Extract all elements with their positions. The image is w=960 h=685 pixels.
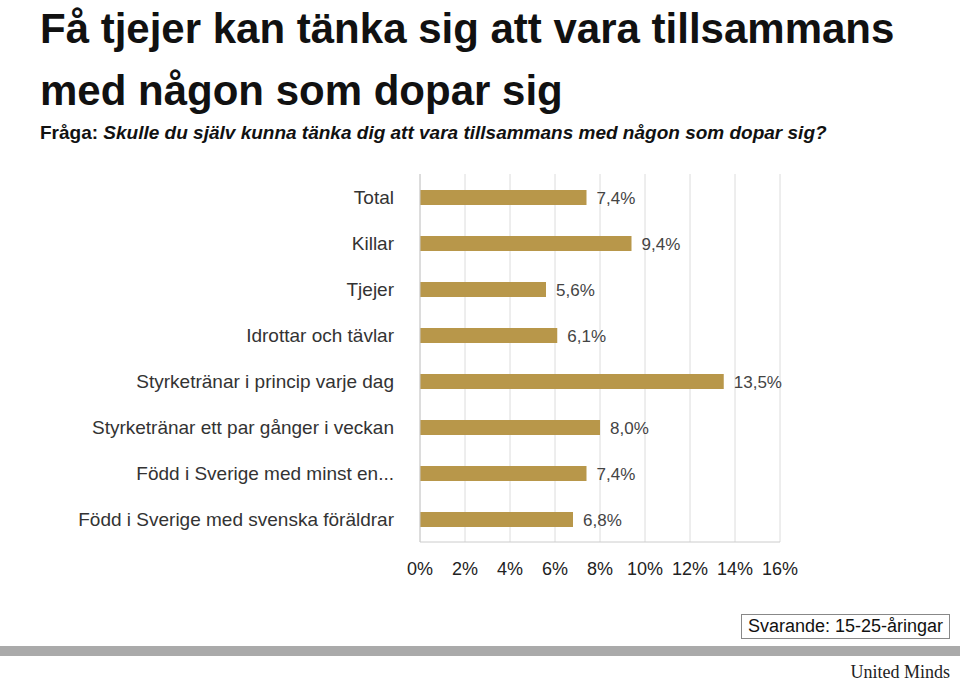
svg-text:10%: 10% [627, 559, 663, 579]
svg-text:Total: Total [354, 187, 394, 208]
svg-text:6,8%: 6,8% [583, 511, 622, 530]
svg-text:8,0%: 8,0% [610, 419, 649, 438]
svg-text:6%: 6% [542, 559, 568, 579]
svg-text:0%: 0% [407, 559, 433, 579]
svg-text:5,6%: 5,6% [556, 281, 595, 300]
svg-text:13,5%: 13,5% [734, 373, 782, 392]
svg-text:Styrketränar i princip varje d: Styrketränar i princip varje dag [136, 371, 394, 392]
svg-text:Killar: Killar [352, 233, 395, 254]
svg-text:Tjejer: Tjejer [346, 279, 394, 300]
svg-text:Idrottar och tävlar: Idrottar och tävlar [246, 325, 395, 346]
svg-text:Styrketränar ett par gånger i: Styrketränar ett par gånger i veckan [92, 417, 394, 438]
html-text:Få tjejer kan tänka sig att va: Få tjejer kan tänka sig att vara tillsam… [40, 5, 895, 114]
html-text:Svarande: 15-25-åringar: Svarande: 15-25-åringar [747, 616, 943, 636]
html-text:Fråga: Skulle du själv kunna t: Fråga: Skulle du själv kunna tänka dig a… [40, 122, 827, 143]
html-text:United Minds: United Minds [850, 662, 950, 682]
svg-text:14%: 14% [717, 559, 753, 579]
svg-text:8%: 8% [587, 559, 613, 579]
svg-text:Född i Sverige med svenska för: Född i Sverige med svenska föräldrar [78, 509, 394, 530]
svg-text:7,4%: 7,4% [597, 465, 636, 484]
svg-text:7,4%: 7,4% [597, 189, 636, 208]
svg-text:Född i Sverige med minst en...: Född i Sverige med minst en... [136, 463, 394, 484]
svg-text:6,1%: 6,1% [567, 327, 606, 346]
svg-text:4%: 4% [497, 559, 523, 579]
svg-text:9,4%: 9,4% [642, 235, 681, 254]
svg-text:12%: 12% [672, 559, 708, 579]
svg-text:2%: 2% [452, 559, 478, 579]
svg-text:16%: 16% [762, 559, 798, 579]
